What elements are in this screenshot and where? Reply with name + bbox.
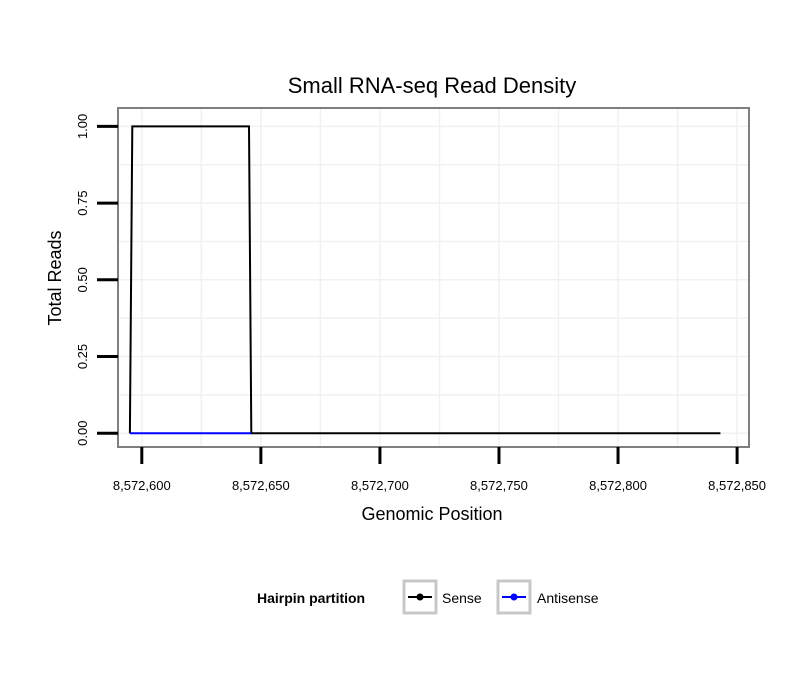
legend-label: Antisense [537, 590, 599, 606]
series-line-sense [128, 125, 721, 435]
x-axis-title: Genomic Position [361, 504, 502, 524]
y-tick-label: 0.25 [75, 344, 90, 369]
x-tick-label: 8,572,750 [470, 478, 528, 493]
y-axis-title: Total Reads [45, 230, 65, 325]
x-tick-label: 8,572,850 [708, 478, 766, 493]
x-tick-label: 8,572,650 [232, 478, 290, 493]
y-tick-label: 1.00 [75, 114, 90, 139]
y-tick-label: 0.75 [75, 190, 90, 215]
legend: Hairpin partition Sense Antisense [257, 579, 599, 615]
y-axis: 0.00 0.25 0.50 0.75 1.00 [75, 114, 118, 446]
x-tick-label: 8,572,600 [113, 478, 171, 493]
y-tick-label: 0.00 [75, 421, 90, 446]
legend-key-dot [510, 593, 518, 601]
legend-key-dot [416, 593, 424, 601]
x-axis: 8,572,600 8,572,650 8,572,700 8,572,750 8,57… [113, 447, 766, 493]
x-tick-label: 8,572,700 [351, 478, 409, 493]
legend-item-sense: Sense [402, 579, 482, 615]
x-tick-label: 8,572,800 [589, 478, 647, 493]
legend-item-antisense: Antisense [496, 579, 599, 615]
y-tick-label: 0.50 [75, 267, 90, 292]
legend-title: Hairpin partition [257, 590, 365, 606]
series-layer [128, 125, 721, 435]
plot-border [117, 107, 750, 448]
legend-label: Sense [442, 590, 482, 606]
chart-title: Small RNA-seq Read Density [288, 73, 577, 98]
plot-panel [117, 107, 750, 448]
